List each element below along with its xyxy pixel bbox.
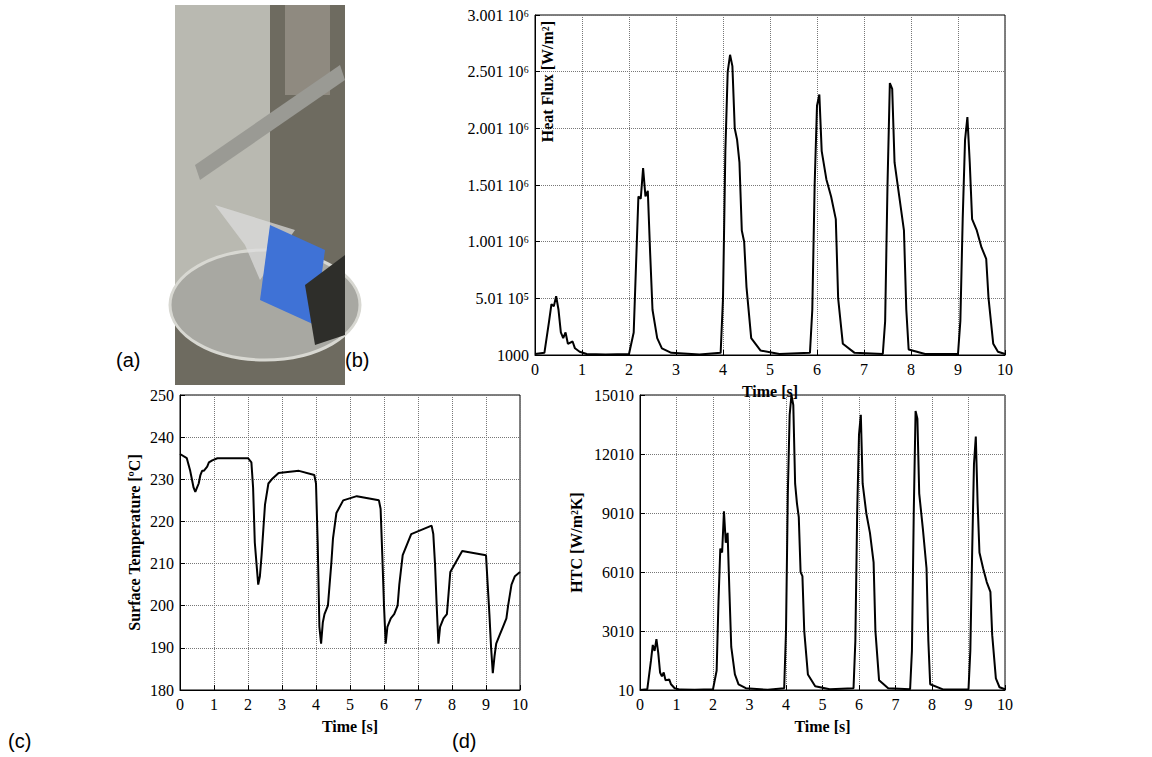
svg-text:(d): (d) xyxy=(452,730,476,752)
svg-text:220: 220 xyxy=(150,513,174,530)
svg-text:(b): (b) xyxy=(345,349,369,371)
svg-text:190: 190 xyxy=(150,639,174,656)
svg-text:7: 7 xyxy=(860,361,868,378)
svg-text:200: 200 xyxy=(150,597,174,614)
svg-text:10: 10 xyxy=(997,361,1013,378)
svg-text:Time [s]: Time [s] xyxy=(322,718,378,735)
svg-text:2: 2 xyxy=(244,696,252,713)
svg-text:9: 9 xyxy=(482,696,490,713)
svg-text:1: 1 xyxy=(210,696,218,713)
svg-text:5: 5 xyxy=(819,696,827,713)
svg-text:9010: 9010 xyxy=(602,505,634,522)
svg-text:10: 10 xyxy=(997,696,1013,713)
svg-text:6010: 6010 xyxy=(602,564,634,581)
svg-text:3: 3 xyxy=(746,696,754,713)
svg-text:Time [s]: Time [s] xyxy=(794,718,850,735)
svg-text:5.01 10⁵: 5.01 10⁵ xyxy=(475,290,529,307)
svg-text:1: 1 xyxy=(578,361,586,378)
svg-text:2.501 10⁶: 2.501 10⁶ xyxy=(467,63,529,80)
svg-text:1000: 1000 xyxy=(497,347,529,364)
svg-text:10: 10 xyxy=(618,682,634,699)
svg-text:4: 4 xyxy=(782,696,790,713)
svg-text:7: 7 xyxy=(892,696,900,713)
svg-text:6: 6 xyxy=(380,696,388,713)
svg-text:4: 4 xyxy=(312,696,320,713)
svg-text:4: 4 xyxy=(719,361,727,378)
svg-text:5: 5 xyxy=(766,361,774,378)
svg-text:Time [s]: Time [s] xyxy=(742,383,798,400)
svg-text:8: 8 xyxy=(907,361,915,378)
svg-text:0: 0 xyxy=(531,361,539,378)
svg-text:9: 9 xyxy=(954,361,962,378)
svg-text:7: 7 xyxy=(414,696,422,713)
svg-text:Heat Flux [W/m²]: Heat Flux [W/m²] xyxy=(539,21,556,142)
svg-text:(c): (c) xyxy=(8,730,31,752)
svg-text:(a): (a) xyxy=(116,349,140,371)
svg-text:3: 3 xyxy=(278,696,286,713)
svg-text:240: 240 xyxy=(150,429,174,446)
svg-text:12010: 12010 xyxy=(594,446,634,463)
svg-text:3.001 10⁶: 3.001 10⁶ xyxy=(467,7,529,24)
svg-text:230: 230 xyxy=(150,471,174,488)
svg-text:Surface Temperature [ºC]: Surface Temperature [ºC] xyxy=(126,454,144,631)
svg-text:8: 8 xyxy=(928,696,936,713)
svg-text:3: 3 xyxy=(672,361,680,378)
svg-text:250: 250 xyxy=(150,387,174,404)
svg-text:3010: 3010 xyxy=(602,623,634,640)
svg-text:1.501 10⁶: 1.501 10⁶ xyxy=(467,177,529,194)
svg-text:2.001 10⁶: 2.001 10⁶ xyxy=(467,120,529,137)
svg-text:1.001 10⁶: 1.001 10⁶ xyxy=(467,233,529,250)
svg-text:2: 2 xyxy=(625,361,633,378)
svg-text:1: 1 xyxy=(673,696,681,713)
svg-text:2: 2 xyxy=(709,696,717,713)
svg-text:6: 6 xyxy=(855,696,863,713)
svg-text:5: 5 xyxy=(346,696,354,713)
svg-text:8: 8 xyxy=(448,696,456,713)
svg-text:HTC [W/m²K]: HTC [W/m²K] xyxy=(568,492,585,592)
svg-text:6: 6 xyxy=(813,361,821,378)
svg-text:0: 0 xyxy=(636,696,644,713)
svg-text:180: 180 xyxy=(150,682,174,699)
svg-text:10: 10 xyxy=(512,696,528,713)
svg-text:15010: 15010 xyxy=(594,387,634,404)
svg-text:210: 210 xyxy=(150,555,174,572)
svg-text:0: 0 xyxy=(176,696,184,713)
svg-text:9: 9 xyxy=(965,696,973,713)
